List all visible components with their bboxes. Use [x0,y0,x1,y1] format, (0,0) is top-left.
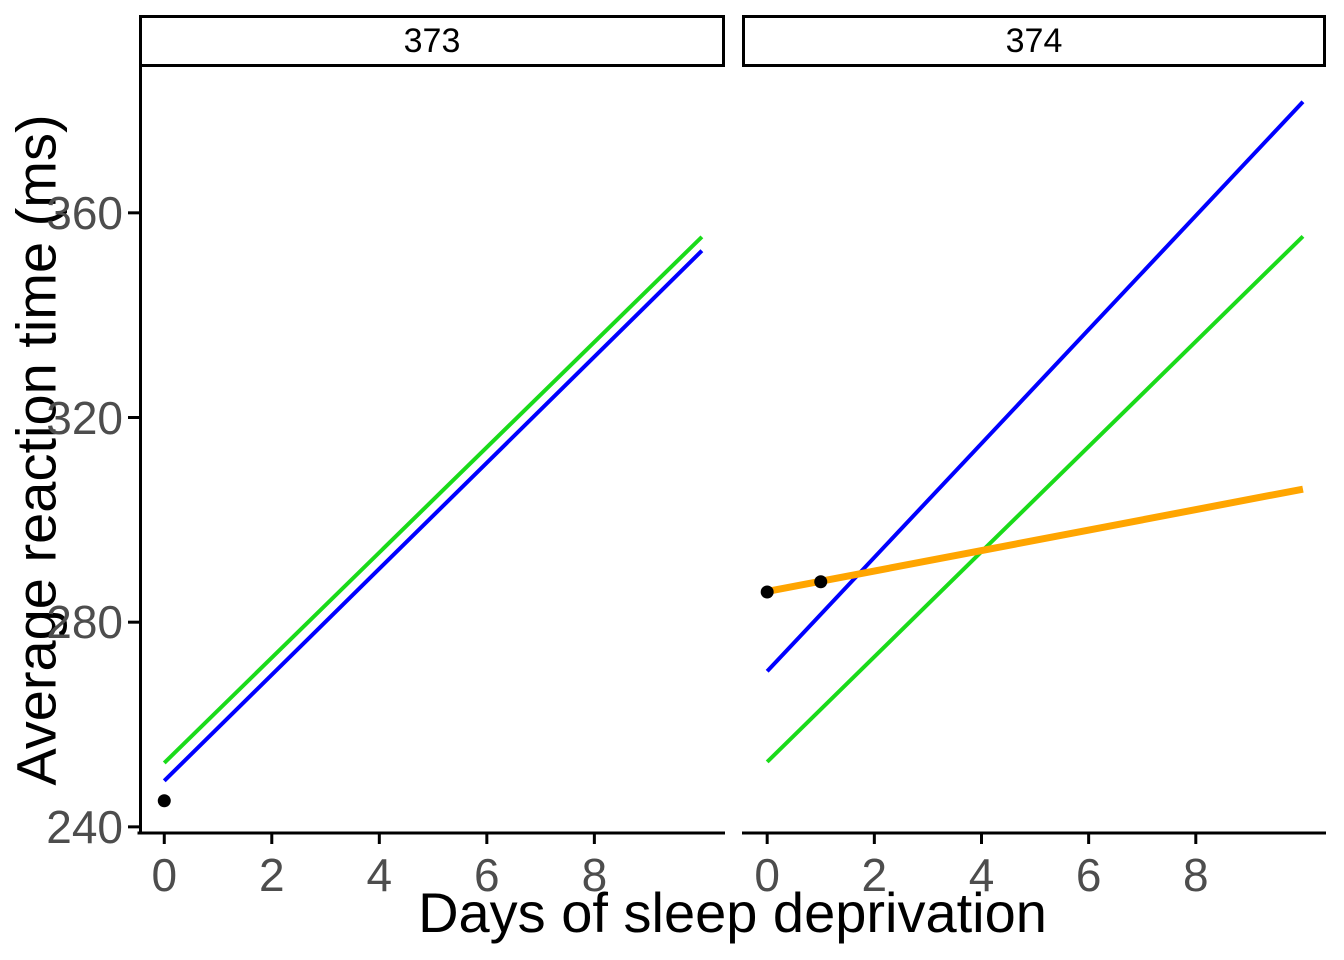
x-tick-label: 4 [968,849,995,901]
facet-strip-label: 373 [403,21,461,60]
y-tick-label: 280 [46,596,123,649]
y-tick-label: 320 [46,391,123,444]
x-axis-title: Days of sleep deprivation [418,881,1047,944]
x-tick-label: 8 [1183,849,1209,901]
x-tick-label: 2 [258,849,285,901]
trend-green-line [162,235,704,765]
facet-strip-right: 374 [742,15,1326,67]
trend-blue-line [765,100,1305,673]
data-point [157,794,171,808]
x-tick-label: 8 [581,849,608,901]
data-point [760,585,774,599]
y-tick-label: 360 [46,186,123,239]
facet-strip-label: 374 [1005,21,1063,60]
y-tick-label: 240 [46,800,123,853]
x-tick-label: 0 [754,849,780,901]
x-tick-label: 0 [151,849,178,901]
data-point [814,575,828,589]
trend-green-line [765,234,1305,764]
x-tick-label: 6 [1075,849,1102,901]
x-tick-label: 4 [366,849,393,901]
trend-orange-line [766,485,1304,595]
x-tick-label: 2 [861,849,888,901]
facet-strip-left: 373 [139,15,725,67]
trend-blue-line [162,249,704,783]
x-tick-label: 6 [474,849,500,901]
